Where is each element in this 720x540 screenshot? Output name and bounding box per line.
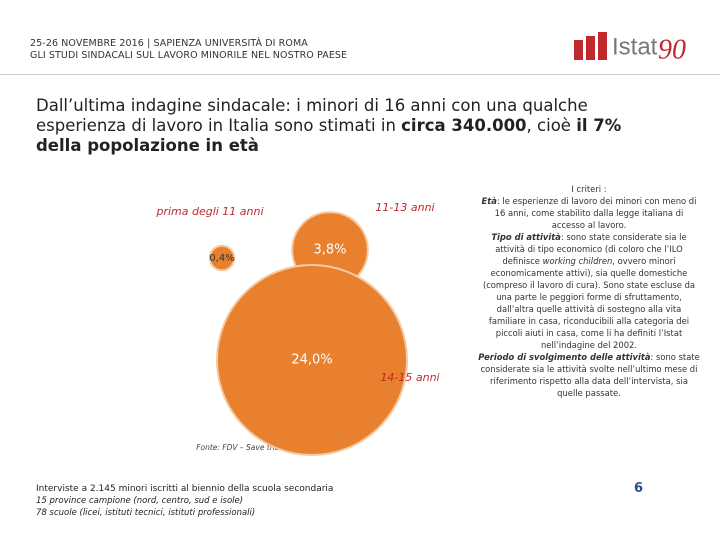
note: Interviste a 2.145 minori iscritti al bi…: [36, 484, 334, 494]
text: : sono state considerate sia le attività…: [495, 232, 687, 266]
value-label: 3,8%: [313, 243, 346, 258]
text: I criteri :: [571, 184, 607, 194]
logo-shape: [574, 40, 583, 60]
criteria-text: I criteri : Età: le esperienze di lavoro…: [478, 183, 700, 399]
title-bold: circa 340.000: [401, 116, 527, 135]
category-label: 11-13 anni: [375, 201, 434, 214]
title-text: Dall’ultima indagine sindacale: i minori…: [36, 96, 588, 135]
title-bold: il 7% della popolazione in età: [36, 116, 622, 155]
notes: Interviste a 2.145 minori iscritti al bi…: [36, 483, 333, 519]
term: working children: [542, 256, 613, 266]
bubble: [208, 244, 236, 272]
note: 78 scuole (licei, istituti tecnici, isti…: [36, 508, 256, 518]
text: : sono state considerate sia le attività…: [480, 352, 700, 398]
category-label: prima degli 11 anni: [155, 205, 263, 218]
category-label: 14-15 anni: [380, 371, 439, 384]
term: Tipo di attività: [491, 232, 561, 242]
page-number: 6: [634, 481, 644, 496]
text: : le esperienze di lavoro dei minori con…: [494, 196, 697, 230]
text: , ovvero minori economicamente attivi), …: [482, 256, 696, 350]
source: Fonte: FDV – Save the Children Italia: [196, 443, 334, 452]
header-line: 25-26 NOVEMBRE 2016 | SAPIENZA UNIVERSIT…: [30, 38, 308, 49]
note: 15 province campione (nord, centro, sud …: [36, 496, 244, 506]
bubble: [216, 264, 408, 456]
slide-title: Dall’ultima indagine sindacale: i minori…: [36, 96, 636, 156]
logo-text: Istat: [612, 33, 658, 60]
term: Periodo di svolgimento delle attività: [478, 352, 651, 362]
divider: [0, 74, 720, 75]
value-label: 0,4%: [209, 253, 234, 264]
logo-shape: [586, 36, 595, 60]
value-label: 24,0%: [291, 353, 332, 368]
title-text: , cioè: [526, 116, 577, 135]
logo-shape: [598, 32, 607, 60]
header-line: GLI STUDI SINDACALI SUL LAVORO MINORILE …: [30, 50, 348, 61]
logo-number: 90: [658, 34, 686, 65]
term: Età: [481, 196, 497, 206]
